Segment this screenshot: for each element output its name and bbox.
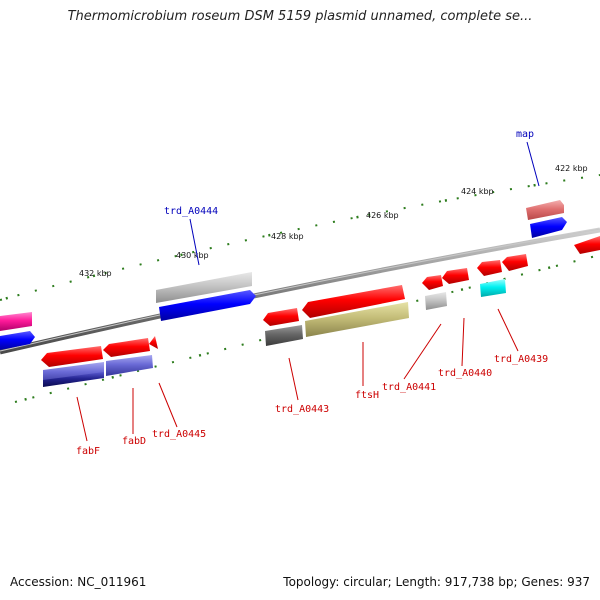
gene-fabd-purple[interactable] xyxy=(106,355,153,376)
reverse-strand-genes xyxy=(41,254,528,387)
accession-text: Accession: NC_011961 xyxy=(10,575,147,589)
gene-trd-a0441-red[interactable] xyxy=(422,275,443,290)
gene-right-red[interactable] xyxy=(502,254,528,271)
scale-label-430: 430 kbp xyxy=(176,251,209,260)
gene-label-fabf[interactable]: fabF xyxy=(76,446,100,457)
map-title: Thermomicrobium roseum DSM 5159 plasmid … xyxy=(67,9,533,24)
forward-strand-genes xyxy=(0,200,600,350)
scale-label-428: 428 kbp xyxy=(271,232,304,241)
gene-label-ftsh[interactable]: ftsH xyxy=(355,390,379,401)
gene-fabf-red[interactable] xyxy=(41,346,103,367)
gene-label-trd-a0440[interactable]: trd_A0440 xyxy=(438,368,492,379)
gene-label-trd-a0445[interactable]: trd_A0445 xyxy=(152,429,206,440)
label-leader-lines xyxy=(76,141,540,442)
gene-fabf-navy[interactable] xyxy=(43,372,104,387)
gene-trd-a0444-blue[interactable] xyxy=(159,290,256,321)
gene-trd-a0443-dark[interactable] xyxy=(265,325,303,346)
gene-left-blue[interactable] xyxy=(0,331,35,350)
gene-trd-a0440-red[interactable] xyxy=(442,268,469,284)
gene-label-map[interactable]: map xyxy=(516,129,534,140)
gene-label-fabd[interactable]: fabD xyxy=(122,436,146,447)
gene-ftsh-red[interactable] xyxy=(302,285,405,318)
gene-trd-a0441-grey[interactable] xyxy=(425,292,447,310)
gene-fabd-red[interactable] xyxy=(103,338,150,357)
gene-trd-a0445-red[interactable] xyxy=(149,336,158,349)
gene-trd-a0439-red[interactable] xyxy=(477,260,502,276)
gene-right-edge-red[interactable] xyxy=(574,236,600,254)
scale-labels: 422 kbp 424 kbp 426 kbp 428 kbp 430 kbp … xyxy=(79,164,588,278)
gene-ftsh-olive[interactable] xyxy=(305,302,409,337)
gene-map-blue[interactable] xyxy=(530,217,567,238)
gene-map-salmon[interactable] xyxy=(526,200,564,220)
gene-label-trd-a0444[interactable]: trd_A0444 xyxy=(164,206,218,217)
genome-stats-text: Topology: circular; Length: 917,738 bp; … xyxy=(283,575,590,589)
scale-label-424: 424 kbp xyxy=(461,187,494,196)
gene-trd-a0443-red[interactable] xyxy=(263,308,299,326)
gene-label-trd-a0443[interactable]: trd_A0443 xyxy=(275,404,329,415)
gene-label-trd-a0441[interactable]: trd_A0441 xyxy=(382,382,436,393)
genome-backbone xyxy=(0,227,600,355)
gene-labels: map trd_A0444 fabF fabD trd_A0445 trd_A0… xyxy=(76,129,548,457)
scale-label-422: 422 kbp xyxy=(555,164,588,173)
gene-left-pink[interactable] xyxy=(0,312,32,331)
scale-label-426: 426 kbp xyxy=(366,211,399,220)
gene-trd-a0439-cyan[interactable] xyxy=(480,279,506,297)
gene-trd-a0444-grey[interactable] xyxy=(156,272,252,303)
gene-label-trd-a0439[interactable]: trd_A0439 xyxy=(494,354,548,365)
scale-label-432: 432 kbp xyxy=(79,269,112,278)
